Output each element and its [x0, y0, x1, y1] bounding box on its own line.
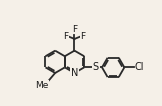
Text: F: F — [81, 32, 86, 41]
Text: F: F — [72, 25, 77, 34]
Text: F: F — [63, 32, 69, 41]
Text: Me: Me — [35, 81, 49, 90]
Text: Cl: Cl — [135, 62, 144, 72]
Text: N: N — [71, 68, 78, 78]
Text: S: S — [93, 62, 99, 72]
